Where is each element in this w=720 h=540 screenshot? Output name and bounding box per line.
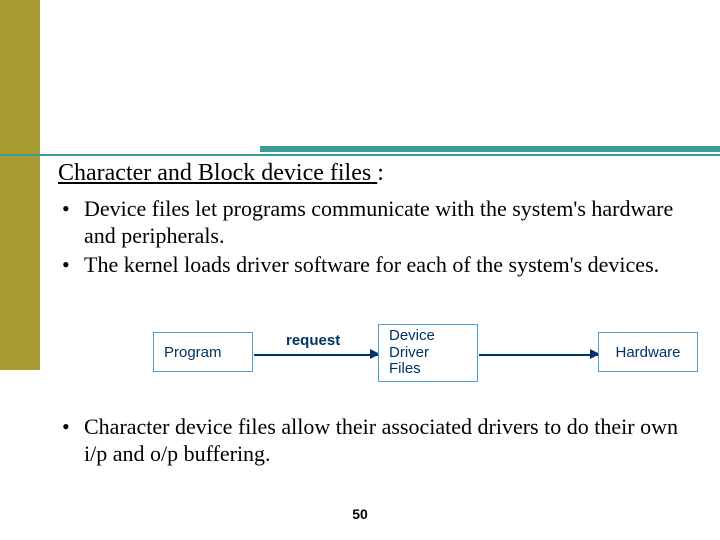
node-program: Program [153,332,253,372]
edge-program-to-driver [254,354,378,356]
bullet-item: Character device files allow their assoc… [58,414,678,468]
edge-label-request: request [286,332,340,349]
bullet-item: The kernel loads driver software for eac… [58,252,678,279]
section-heading: Character and Block device files : [58,160,384,187]
sidebar-gold-bar [0,0,40,370]
page-number: 50 [0,506,720,522]
section-heading-suffix: : [377,160,384,186]
title-rule [0,146,720,156]
flow-diagram: Program request DeviceDriverFiles Hardwa… [58,320,698,390]
node-driver-files: DeviceDriverFiles [378,324,478,382]
section-heading-text: Character and Block device files [58,160,377,186]
bullet-list-top: Device files let programs communicate wi… [58,196,678,280]
node-hardware-label: Hardware [615,344,680,361]
bullet-item: Device files let programs communicate wi… [58,196,678,250]
node-driver-label: DeviceDriverFiles [389,328,435,378]
edge-driver-to-hardware [479,354,598,356]
bullet-list-bottom: Character device files allow their assoc… [58,414,678,468]
node-hardware: Hardware [598,332,698,372]
node-program-label: Program [164,344,222,361]
